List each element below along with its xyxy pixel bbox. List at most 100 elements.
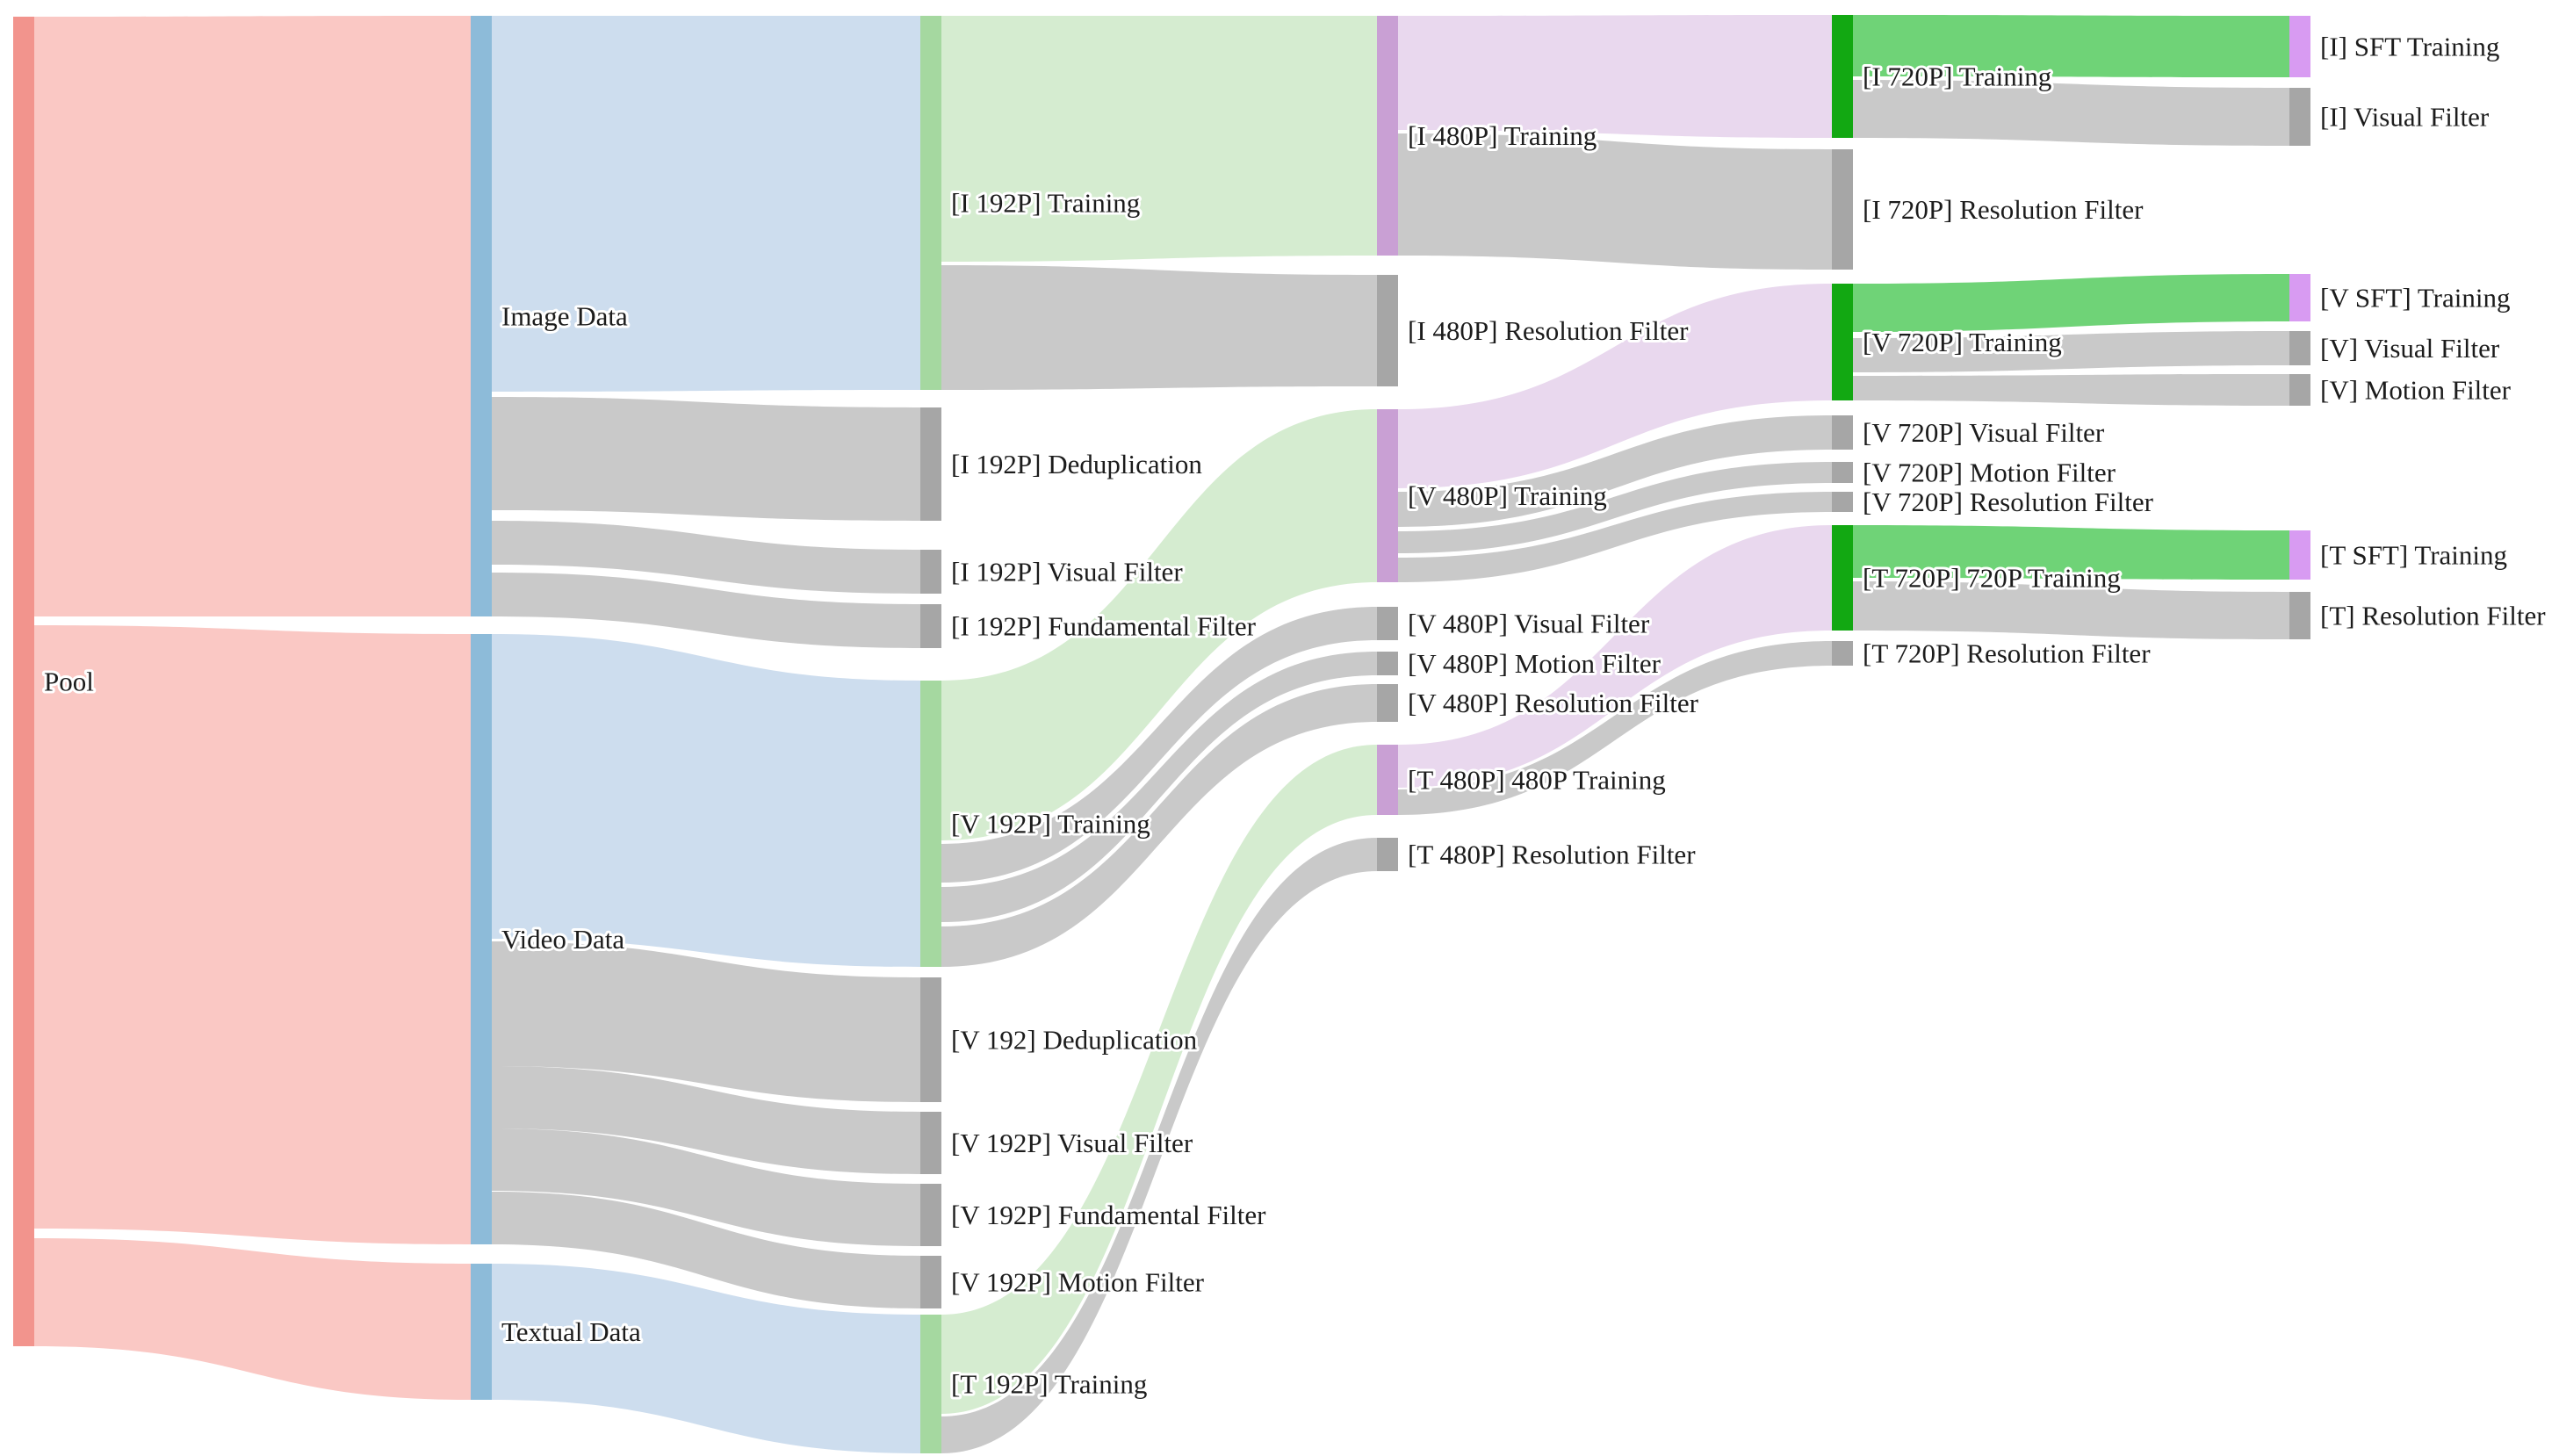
label-image-data: Image Data — [501, 301, 628, 332]
label-i-192p-deduplication: [I 192P] Deduplication — [951, 449, 1202, 479]
label-t-resolution-filter: [T] Resolution Filter — [2320, 601, 2546, 631]
label-v-visual-filter: [V] Visual Filter — [2320, 333, 2500, 364]
node-v-480p-visual-filter[interactable] — [1377, 607, 1398, 640]
node-v-720p-motion-filter[interactable] — [1832, 462, 1853, 483]
label-v-192p-training: [V 192P] Training — [951, 809, 1150, 840]
link-pool-video — [34, 625, 471, 1244]
link-t480t-t720r — [1398, 641, 1832, 815]
link-v720t-vsft — [1853, 274, 2289, 332]
node-t-sft-training[interactable] — [2289, 530, 2310, 580]
link-i192t-i480t — [941, 16, 1377, 262]
node-v-visual-filter[interactable] — [2289, 331, 2310, 365]
label-v-720p-visual-filter: [V 720P] Visual Filter — [1863, 417, 2105, 448]
link-v192t-v480m — [941, 652, 1377, 922]
link-v480t-v720v — [1398, 415, 1832, 527]
link-t480t-t720t — [1398, 525, 1832, 788]
link-video-v192v — [492, 1066, 920, 1174]
link-v480t-v720t — [1398, 284, 1832, 488]
label-t-480p-resolution-filter: [T 480P] Resolution Filter — [1408, 840, 1696, 870]
sankey-labels: Pool Image Data Video Data Textual Data [I 1… — [41, 29, 2548, 1402]
label-t-192p-training: [T 192P] Training — [951, 1369, 1147, 1400]
node-textual-data[interactable] — [471, 1264, 492, 1400]
label-i-480p-resolution-filter: [I 480P] Resolution Filter — [1408, 315, 1689, 346]
node-v-192p-motion-filter[interactable] — [920, 1256, 941, 1308]
link-image-i192v — [492, 521, 920, 594]
node-v-192p-training[interactable] — [920, 681, 941, 967]
link-pool-image — [34, 16, 471, 616]
link-image-i192d — [492, 397, 920, 521]
link-i480t-i720t — [1398, 15, 1832, 138]
label-i-192p-fundamental-filter: [I 192P] Fundamental Filter — [951, 611, 1257, 642]
label-v-192p-fundamental-filter: [V 192P] Fundamental Filter — [951, 1200, 1266, 1230]
link-video-v192m — [492, 1192, 920, 1308]
sankey-links — [34, 15, 2289, 1453]
node-i-192p-training[interactable] — [920, 16, 941, 390]
link-video-v192d — [492, 941, 920, 1102]
label-textual-data: Textual Data — [501, 1316, 641, 1347]
node-t-480p-480p-training[interactable] — [1377, 745, 1398, 815]
label-v-192p-visual-filter: [V 192P] Visual Filter — [951, 1128, 1193, 1158]
node-v-motion-filter[interactable] — [2289, 374, 2310, 406]
label-t-480p-480p-training: [T 480P] 480P Training — [1408, 765, 1666, 796]
label-v-sft-training: [V SFT] Training — [2320, 283, 2511, 314]
node-video-data[interactable] — [471, 634, 492, 1244]
node-v-720p-training[interactable] — [1832, 284, 1853, 400]
sankey-nodes — [13, 15, 2310, 1453]
label-t-sft-training: [T SFT] Training — [2320, 540, 2507, 571]
node-t-resolution-filter[interactable] — [2289, 592, 2310, 639]
link-v480t-v720m — [1398, 462, 1832, 553]
label-v-480p-visual-filter: [V 480P] Visual Filter — [1408, 609, 1650, 639]
label-i-sft-training: [I] SFT Training — [2320, 32, 2499, 62]
node-i-192p-visual-filter[interactable] — [920, 550, 941, 594]
node-i-720p-resolution-filter[interactable] — [1832, 149, 1853, 270]
label-video-data: Video Data — [501, 924, 624, 955]
link-pool-text — [34, 1238, 471, 1400]
node-v-192-deduplication[interactable] — [920, 977, 941, 1102]
link-v480t-v720r — [1398, 492, 1832, 582]
node-v-192p-fundamental-filter[interactable] — [920, 1184, 941, 1246]
node-i-720p-training[interactable] — [1832, 15, 1853, 138]
node-v-480p-motion-filter[interactable] — [1377, 652, 1398, 675]
link-i480t-i720r — [1398, 133, 1832, 270]
node-i-480p-training[interactable] — [1377, 16, 1398, 256]
label-v-192-deduplication: [V 192] Deduplication — [951, 1025, 1198, 1056]
node-v-480p-resolution-filter[interactable] — [1377, 684, 1398, 722]
node-v-sft-training[interactable] — [2289, 274, 2310, 321]
label-i-480p-training: [I 480P] Training — [1408, 120, 1597, 151]
node-v-720p-visual-filter[interactable] — [1832, 415, 1853, 450]
node-i-192p-fundamental-filter[interactable] — [920, 604, 941, 648]
node-i-480p-resolution-filter[interactable] — [1377, 275, 1398, 386]
link-i192t-i480r — [941, 265, 1377, 390]
label-pool: Pool — [44, 667, 94, 697]
link-i720t-ivf — [1853, 80, 2289, 146]
link-t720t-trf — [1853, 581, 2289, 639]
label-v-480p-training: [V 480P] Training — [1408, 480, 1607, 511]
node-t-720p-720p-training[interactable] — [1832, 525, 1853, 631]
node-pool[interactable] — [13, 17, 34, 1346]
node-t-720p-resolution-filter[interactable] — [1832, 641, 1853, 666]
label-v-720p-motion-filter: [V 720P] Motion Filter — [1863, 458, 2116, 488]
label-v-motion-filter: [V] Motion Filter — [2320, 375, 2512, 406]
link-t192t-t480r — [941, 838, 1377, 1453]
node-image-data[interactable] — [471, 16, 492, 616]
label-i-192p-visual-filter: [I 192P] Visual Filter — [951, 557, 1183, 587]
node-v-480p-training[interactable] — [1377, 409, 1398, 582]
node-v-720p-resolution-filter[interactable] — [1832, 492, 1853, 512]
node-v-192p-visual-filter[interactable] — [920, 1112, 941, 1174]
node-t-192p-training[interactable] — [920, 1315, 941, 1453]
link-video-v192f — [492, 1128, 920, 1246]
label-v-720p-training: [V 720P] Training — [1863, 327, 2062, 357]
node-i-sft-training[interactable] — [2289, 16, 2310, 77]
node-i-visual-filter[interactable] — [2289, 88, 2310, 146]
label-t-720p-resolution-filter: [T 720P] Resolution Filter — [1863, 638, 2151, 669]
label-i-720p-training: [I 720P] Training — [1863, 61, 2051, 92]
node-i-192p-deduplication[interactable] — [920, 407, 941, 521]
label-v-192p-motion-filter: [V 192P] Motion Filter — [951, 1267, 1205, 1298]
link-i720t-isft — [1853, 15, 2289, 77]
node-t-480p-resolution-filter[interactable] — [1377, 838, 1398, 871]
link-v192t-v480v — [941, 607, 1377, 883]
link-v720t-vvf — [1853, 331, 2289, 372]
label-i-192p-training: [I 192P] Training — [951, 188, 1140, 219]
